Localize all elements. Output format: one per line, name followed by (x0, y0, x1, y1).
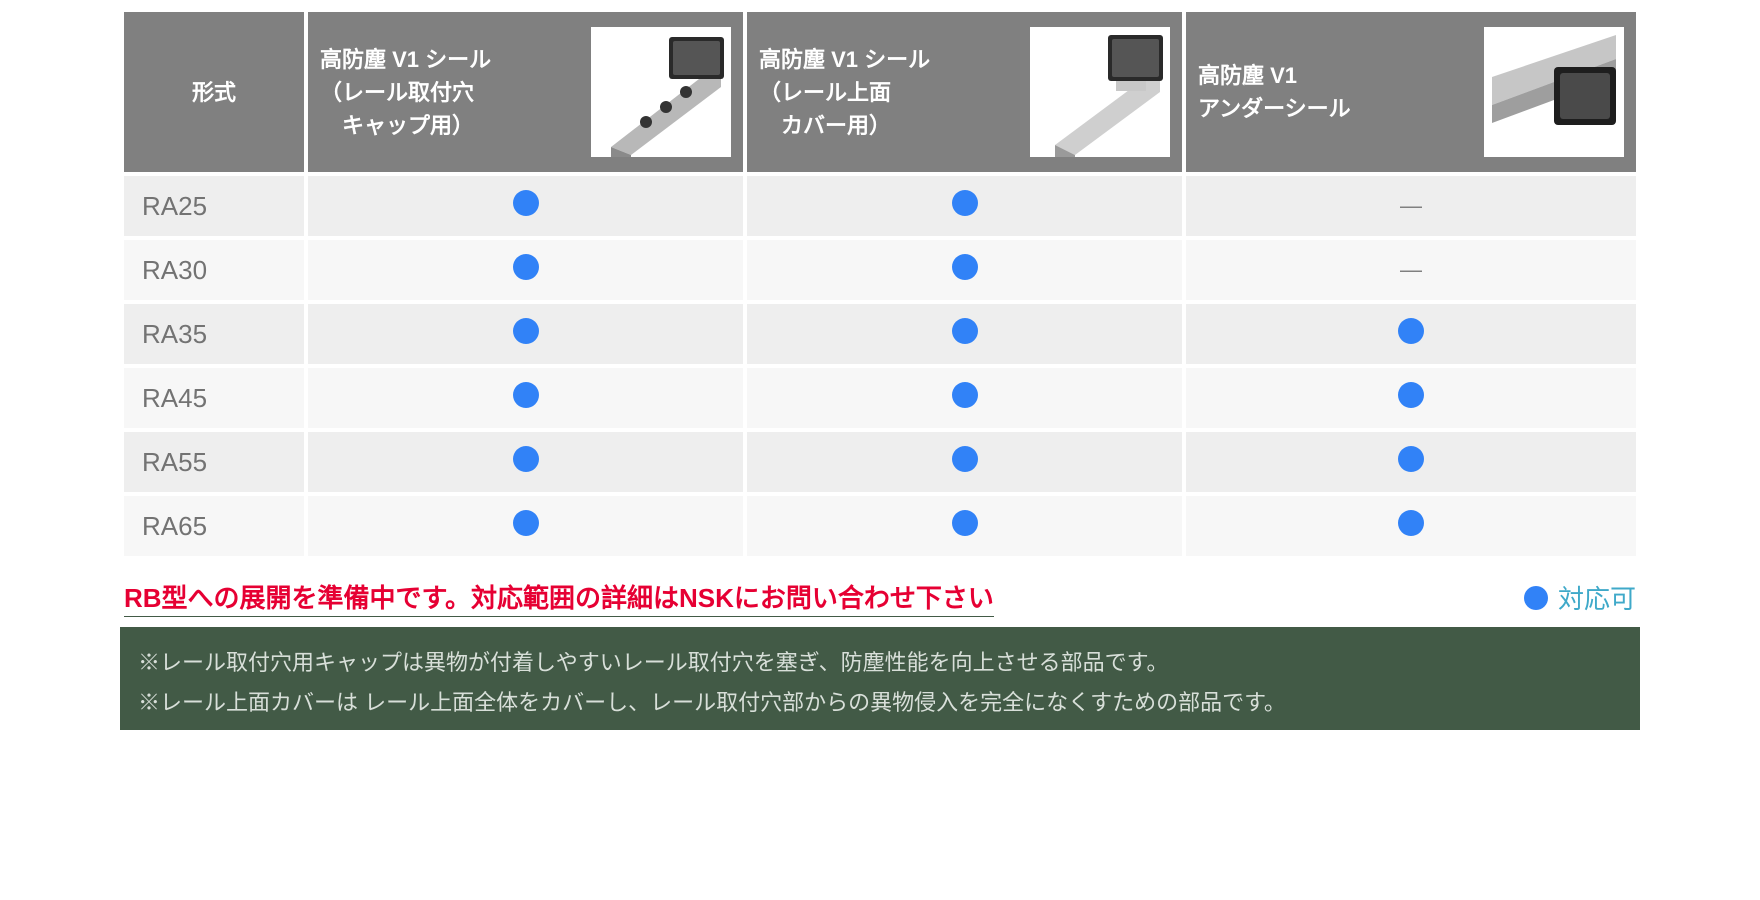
dot-icon (513, 382, 539, 408)
notice-text: RB型への展開を準備中です。対応範囲の詳細はNSKにお問い合わせ下さい (124, 578, 994, 617)
header-label: 高防塵 V1アンダーシール (1198, 59, 1351, 125)
dot-icon (952, 510, 978, 536)
header-label: 高防塵 V1 シール（レール取付穴 キャップ用） (320, 43, 491, 142)
compat-cell (308, 496, 743, 556)
footnote-line: ※レール取付穴用キャップは異物が付着しやすいレール取付穴を塞ぎ、防塵性能を向上さ… (138, 643, 1622, 683)
compat-cell (1186, 304, 1636, 364)
compat-cell (747, 432, 1182, 492)
dot-icon (1398, 510, 1424, 536)
compatibility-table: 形式高防塵 V1 シール（レール取付穴 キャップ用） 高防塵 V1 シール（レール… (120, 8, 1640, 560)
dot-icon (952, 318, 978, 344)
table-row: RA35 (124, 304, 1636, 364)
compat-cell (747, 304, 1182, 364)
dash-icon: ― (1400, 193, 1422, 218)
compat-cell (747, 496, 1182, 556)
table-row: RA45 (124, 368, 1636, 428)
header-model: 形式 (124, 12, 304, 172)
header-label: 形式 (136, 76, 292, 109)
legend-key: 対応可 (1524, 579, 1636, 616)
compat-cell (1186, 496, 1636, 556)
dot-icon (1398, 446, 1424, 472)
product-thumb-icon (591, 27, 731, 157)
dot-icon (952, 254, 978, 280)
table-body: RA25 ― RA30 ― RA35RA45RA55RA65 (124, 176, 1636, 556)
model-cell: RA45 (124, 368, 304, 428)
compat-cell (1186, 368, 1636, 428)
compat-cell (747, 368, 1182, 428)
model-cell: RA55 (124, 432, 304, 492)
dot-icon (513, 190, 539, 216)
model-cell: RA65 (124, 496, 304, 556)
header-label: 高防塵 V1 シール（レール上面 カバー用） (759, 43, 930, 142)
compat-cell (308, 304, 743, 364)
compat-cell: ― (1186, 240, 1636, 300)
model-cell: RA30 (124, 240, 304, 300)
header-variant-3: 高防塵 V1アンダーシール (1186, 12, 1636, 172)
dot-icon (1398, 318, 1424, 344)
table-row: RA25 ― (124, 176, 1636, 236)
compat-cell (308, 176, 743, 236)
legend-dot-icon (1524, 586, 1548, 610)
compat-cell (1186, 432, 1636, 492)
table-row: RA65 (124, 496, 1636, 556)
model-cell: RA25 (124, 176, 304, 236)
dot-icon (513, 510, 539, 536)
footnote-line: ※レール上面カバーは レール上面全体をカバーし、レール取付穴部からの異物侵入を完… (138, 683, 1622, 723)
dot-icon (513, 254, 539, 280)
product-thumb-icon (1030, 27, 1170, 157)
dot-icon (513, 318, 539, 344)
legend-label: 対応可 (1558, 579, 1636, 616)
dot-icon (952, 446, 978, 472)
table-row: RA55 (124, 432, 1636, 492)
header-variant-2: 高防塵 V1 シール（レール上面 カバー用） (747, 12, 1182, 172)
dot-icon (952, 382, 978, 408)
product-thumb-icon (1484, 27, 1624, 157)
dot-icon (513, 446, 539, 472)
header-variant-1: 高防塵 V1 シール（レール取付穴 キャップ用） (308, 12, 743, 172)
dot-icon (952, 190, 978, 216)
compat-cell (308, 240, 743, 300)
model-cell: RA35 (124, 304, 304, 364)
compat-cell (747, 176, 1182, 236)
table-header-row: 形式高防塵 V1 シール（レール取付穴 キャップ用） 高防塵 V1 シール（レール… (124, 12, 1636, 172)
compat-cell (308, 432, 743, 492)
compat-cell: ― (1186, 176, 1636, 236)
compat-cell (747, 240, 1182, 300)
dot-icon (1398, 382, 1424, 408)
compat-cell (308, 368, 743, 428)
dash-icon: ― (1400, 257, 1422, 282)
table-row: RA30 ― (124, 240, 1636, 300)
footnotes: ※レール取付穴用キャップは異物が付着しやすいレール取付穴を塞ぎ、防塵性能を向上さ… (120, 627, 1640, 730)
